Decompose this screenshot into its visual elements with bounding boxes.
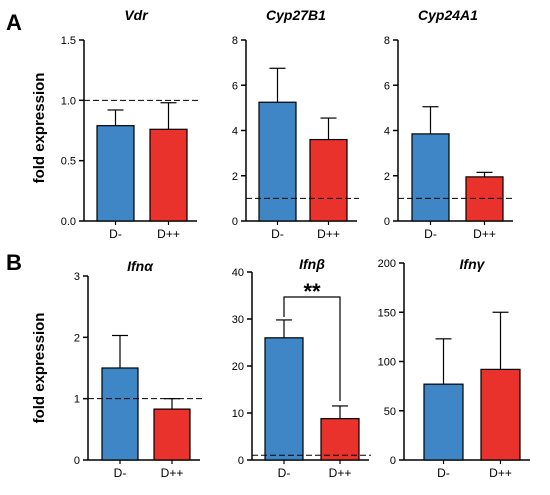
y-axis-label-row-b: fold expression: [31, 313, 48, 424]
x-tick-label: D++: [329, 466, 352, 480]
x-tick-label: D++: [161, 466, 184, 480]
y-tick-label: 200: [378, 258, 396, 270]
significance-bracket: [283, 296, 341, 401]
y-tick-label: 40: [232, 267, 244, 279]
chart-6: Ifnγ 0 50 100 150 200 D- D++: [378, 256, 530, 480]
bar-D-: [96, 125, 135, 222]
chart-title: Ifnβ: [299, 256, 325, 272]
chart-title: Vdr: [124, 7, 149, 23]
bar-D++: [149, 128, 188, 222]
chart-4: Ifnα 0 1 2 3 D- D++: [74, 258, 202, 480]
x-tick-label: D++: [473, 227, 496, 241]
x-tick-label: D++: [157, 227, 180, 241]
y-tick-label: 8: [232, 35, 238, 47]
x-tick-label: D-: [437, 466, 450, 480]
bar-D++: [153, 408, 191, 461]
chart-1: Vdr 0.0 0.5 1.0 1.5 D- D++: [61, 7, 199, 241]
x-tick-label: D-: [271, 227, 284, 241]
y-axis-label-row-a: fold expression: [31, 73, 48, 184]
y-tick-label: 50: [384, 406, 396, 418]
y-tick-label: 8: [384, 35, 390, 47]
bar-D++: [465, 176, 504, 222]
y-tick-label: 100: [378, 357, 396, 369]
x-tick-label: D++: [489, 466, 512, 480]
y-tick-label: 0: [238, 455, 244, 467]
y-tick-label: 6: [384, 80, 390, 92]
y-tick-label: 30: [232, 314, 244, 326]
panel-label-a: A: [6, 10, 22, 35]
y-tick-label: 3: [74, 271, 80, 283]
chart-5: Ifnβ 0 10 20 30 40 D- D++ **: [232, 256, 371, 480]
chart-title: Cyp24A1: [418, 7, 478, 23]
y-tick-label: 10: [232, 408, 244, 420]
chart-title: Ifnα: [127, 258, 154, 274]
y-tick-label: 150: [378, 307, 396, 319]
bar-D-: [101, 367, 139, 461]
bar-D-: [258, 101, 297, 222]
chart-title: Cyp27B1: [266, 7, 326, 23]
bar-D-: [423, 383, 464, 461]
x-tick-label: D-: [114, 466, 127, 480]
y-tick-label: 0.5: [61, 156, 76, 168]
y-tick-label: 2: [384, 171, 390, 183]
y-tick-label: 1.5: [61, 35, 76, 47]
y-tick-label: 0: [74, 455, 80, 467]
y-tick-label: 2: [232, 171, 238, 183]
y-tick-label: 1: [74, 394, 80, 406]
chart-title: Ifnγ: [460, 256, 486, 272]
x-tick-label: D-: [424, 227, 437, 241]
y-tick-label: 0.0: [61, 216, 76, 228]
x-tick-label: D-: [278, 466, 291, 480]
y-tick-label: 6: [232, 80, 238, 92]
significance-label: **: [303, 279, 321, 304]
bar-D-: [411, 133, 450, 222]
x-tick-label: D++: [317, 227, 340, 241]
y-tick-label: 4: [384, 126, 390, 138]
y-tick-label: 0: [384, 216, 390, 228]
bar-D++: [480, 368, 521, 461]
y-tick-label: 2: [74, 332, 80, 344]
bar-D++: [309, 138, 348, 222]
x-tick-label: D-: [109, 227, 122, 241]
bar-D++: [320, 418, 360, 461]
chart-2: Cyp27B1 0 2 4 6 8 D- D++: [232, 7, 359, 241]
y-tick-label: 4: [232, 126, 238, 138]
panel-label-b: B: [6, 250, 22, 275]
y-tick-label: 20: [232, 361, 244, 373]
y-tick-label: 1.0: [61, 95, 76, 107]
bar-D-: [264, 337, 304, 461]
chart-3: Cyp24A1 0 2 4 6 8 D- D++: [384, 7, 515, 241]
y-tick-label: 0: [390, 455, 396, 467]
y-tick-label: 0: [232, 216, 238, 228]
